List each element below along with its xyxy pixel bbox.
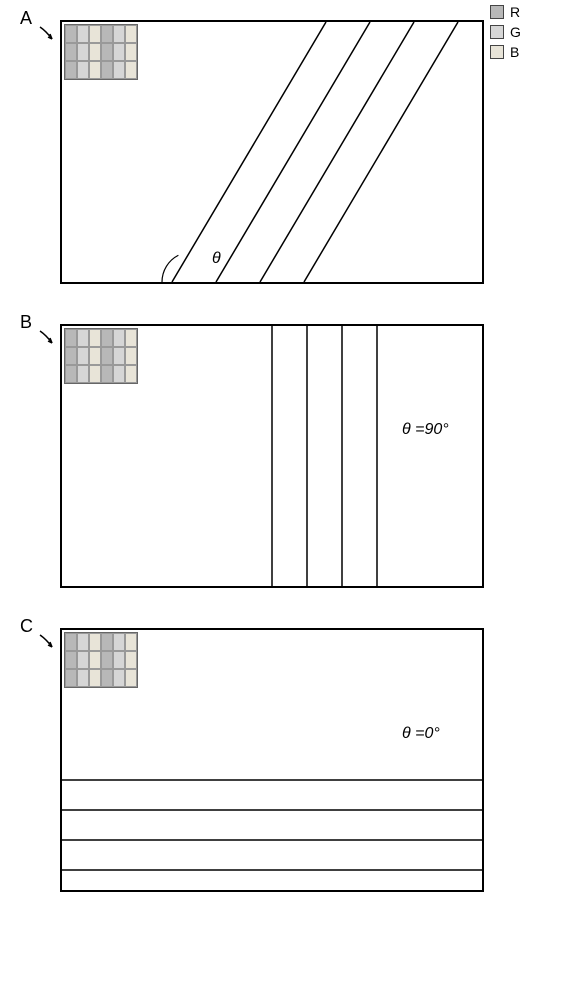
panel-a: θ [60,20,484,284]
legend-swatch-r [490,5,504,19]
theta-text-c: θ =0° [402,725,440,743]
panel-b: θ =90° [60,324,484,588]
legend-row-r: R [490,4,521,20]
figure-c: C θ =0° [60,628,551,892]
stripes-horizontal [62,630,482,890]
label-arrow-icon [38,25,58,45]
theta-symbol-a: θ [212,250,221,268]
panel-label-b: B [20,312,32,333]
panel-label-a: A [20,8,32,29]
legend-label-r: R [510,4,520,20]
panel-label-c: C [20,616,33,637]
label-arrow-icon [38,633,58,653]
label-arrow-icon [38,329,58,349]
stripes-vertical [62,326,482,586]
figure-b: B θ =90° [60,324,551,588]
figure-a: A θ [60,20,551,284]
stripes-diagonal [62,22,482,282]
theta-text-b: θ =90° [402,421,449,439]
panel-c: θ =0° [60,628,484,892]
